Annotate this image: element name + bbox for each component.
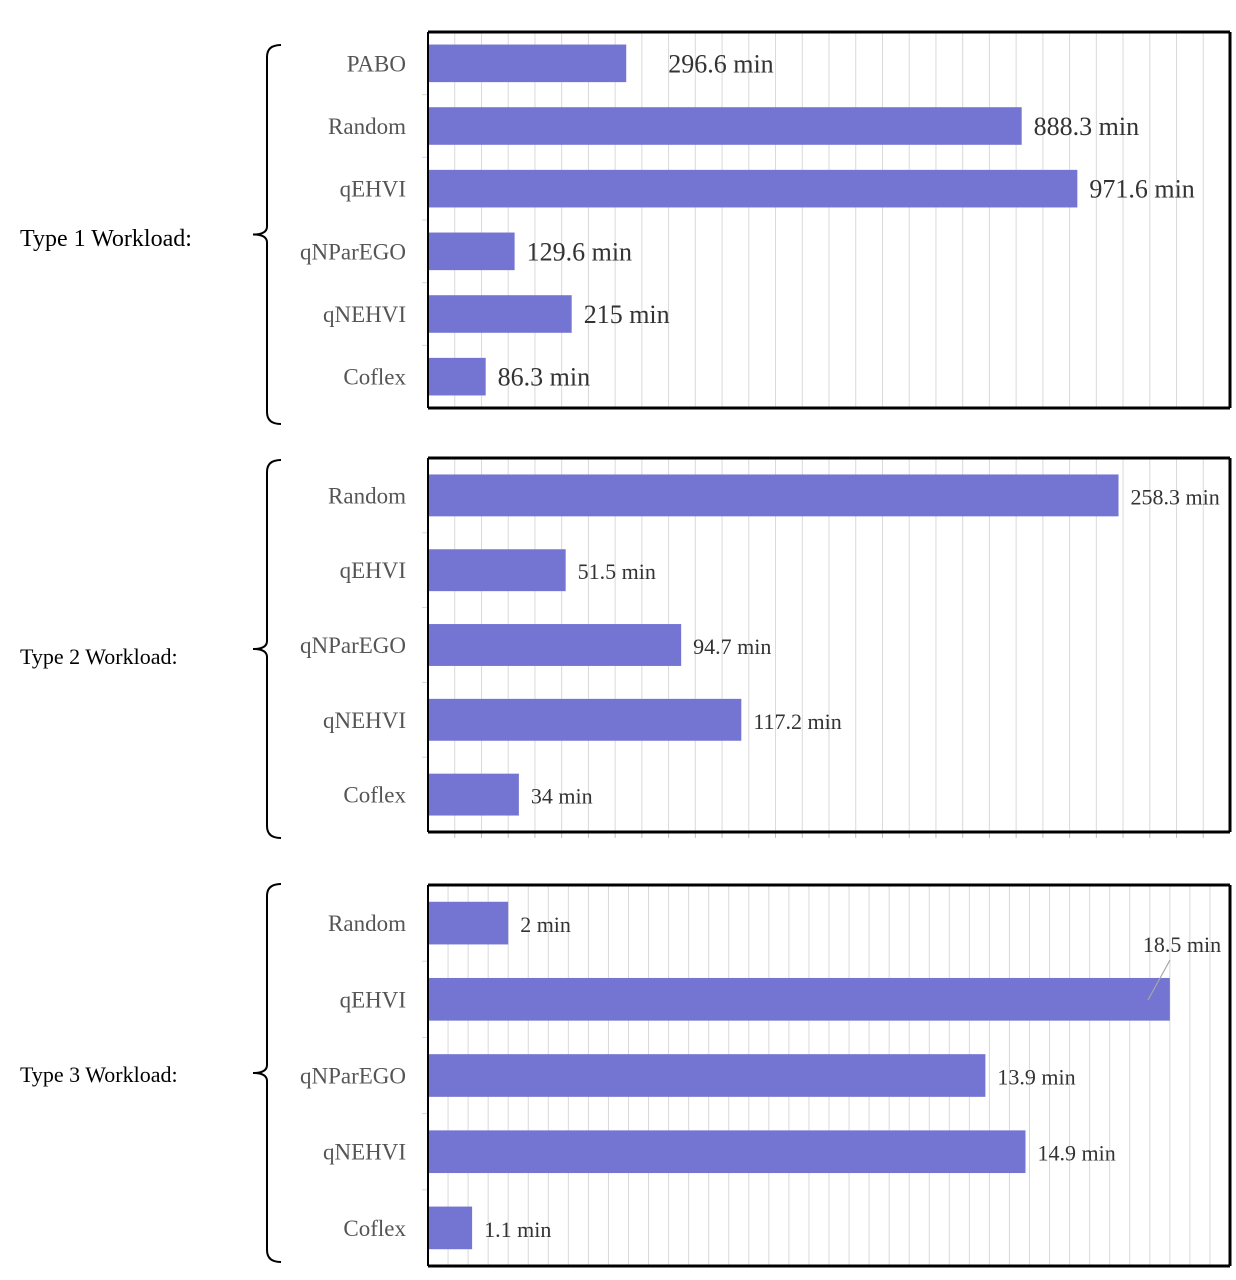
- bar: [428, 977, 1170, 1021]
- category-label: qEHVI: [340, 177, 406, 202]
- category-label: Random: [328, 483, 406, 508]
- category-label: PABO: [347, 51, 406, 76]
- category-label: qNEHVI: [323, 708, 406, 733]
- category-label: Coflex: [343, 365, 406, 390]
- workload-group-label: Type 1 Workload:: [20, 226, 192, 252]
- data-label: 971.6 min: [1089, 175, 1194, 204]
- data-label: 51.5 min: [578, 559, 656, 584]
- data-label: 117.2 min: [753, 709, 841, 734]
- data-label: 888.3 min: [1034, 112, 1139, 141]
- bar: [428, 698, 742, 741]
- bar: [428, 169, 1078, 208]
- bar: [428, 474, 1119, 517]
- group-brace: [252, 44, 282, 425]
- bar: [428, 901, 509, 945]
- data-label-leader: [1147, 959, 1171, 1001]
- data-label: 2 min: [520, 912, 571, 937]
- bar: [428, 1206, 473, 1250]
- category-label: qNParEGO: [300, 239, 406, 264]
- category-label: qNParEGO: [300, 633, 406, 658]
- category-label: qEHVI: [340, 987, 406, 1012]
- bar: [428, 357, 486, 396]
- category-label: Coflex: [343, 1216, 406, 1241]
- category-label: qNParEGO: [300, 1064, 406, 1089]
- workload-group-label: Type 3 Workload:: [20, 1062, 178, 1087]
- group-brace: [252, 883, 282, 1263]
- data-label: 86.3 min: [498, 363, 590, 392]
- data-label: 258.3 min: [1131, 484, 1220, 509]
- category-label: Random: [328, 114, 406, 139]
- data-label: 1.1 min: [484, 1217, 551, 1242]
- bar: [428, 1054, 986, 1097]
- bar: [428, 773, 519, 816]
- workload-group-label: Type 2 Workload:: [20, 644, 178, 669]
- bar: [428, 295, 572, 333]
- bar: [428, 1130, 1026, 1174]
- chart-panel-2: Random 258.3 min qEHVI 51.5 min qNParEGO 94.7…: [20, 456, 1232, 839]
- bar: [428, 44, 627, 83]
- data-label: 215 min: [584, 300, 670, 329]
- data-label: 94.7 min: [693, 634, 771, 659]
- chart-panel-3: Random 2 min qEHVI 18.5 min qNParEGO 13.9 min…: [20, 883, 1232, 1268]
- chart-panel-1: PABO 296.6 min Random 888.3 min qEHVI 971.6 m…: [20, 30, 1232, 425]
- category-label: qNEHVI: [323, 1140, 406, 1165]
- data-label: 14.9 min: [1037, 1141, 1115, 1166]
- category-label: Coflex: [343, 783, 406, 808]
- data-label: 296.6 min: [668, 49, 773, 78]
- category-label: qNEHVI: [323, 302, 406, 327]
- data-label: 18.5 min: [1143, 932, 1221, 957]
- data-label: 129.6 min: [527, 237, 632, 266]
- data-label: 13.9 min: [997, 1065, 1075, 1090]
- bar: [428, 232, 515, 271]
- bar: [428, 107, 1022, 145]
- data-label: 34 min: [531, 784, 593, 809]
- category-label: qEHVI: [340, 558, 406, 583]
- bar: [428, 624, 682, 666]
- category-label: Random: [328, 911, 406, 936]
- group-brace: [252, 459, 282, 839]
- bar: [428, 549, 566, 592]
